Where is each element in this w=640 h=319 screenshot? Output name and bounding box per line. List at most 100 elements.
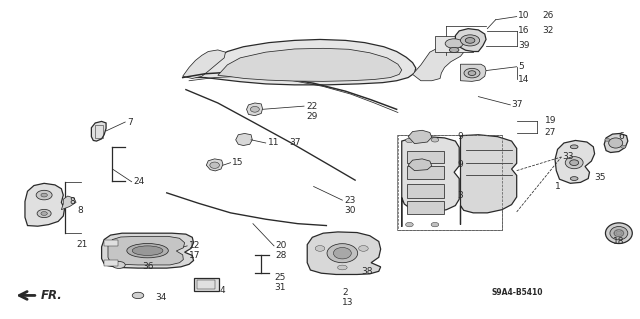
Ellipse shape: [316, 246, 324, 251]
Text: 17: 17: [189, 251, 200, 260]
Text: 35: 35: [595, 174, 606, 182]
Text: 11: 11: [268, 138, 279, 147]
Bar: [407, 201, 444, 214]
Ellipse shape: [41, 211, 47, 215]
Text: 25: 25: [274, 272, 285, 281]
Polygon shape: [456, 29, 486, 51]
Ellipse shape: [358, 246, 368, 251]
Ellipse shape: [127, 243, 168, 258]
Polygon shape: [25, 183, 65, 226]
Text: 9: 9: [458, 132, 463, 141]
Polygon shape: [108, 236, 184, 265]
Text: 4: 4: [219, 286, 225, 295]
Bar: [193, 278, 219, 291]
Polygon shape: [307, 232, 381, 274]
Ellipse shape: [431, 137, 439, 142]
Text: 16: 16: [518, 26, 529, 35]
Polygon shape: [218, 48, 402, 81]
Text: 27: 27: [545, 128, 556, 137]
Ellipse shape: [461, 35, 479, 46]
Polygon shape: [408, 159, 432, 171]
Ellipse shape: [449, 48, 459, 52]
Ellipse shape: [570, 160, 579, 166]
Text: 8: 8: [77, 206, 83, 215]
Text: 23: 23: [344, 196, 356, 205]
Text: 34: 34: [156, 293, 166, 302]
Bar: [407, 166, 444, 179]
Ellipse shape: [621, 145, 626, 148]
Text: 28: 28: [275, 251, 287, 260]
Text: 8: 8: [70, 197, 76, 206]
Polygon shape: [413, 45, 466, 81]
Text: 26: 26: [542, 11, 554, 20]
Ellipse shape: [37, 209, 51, 218]
Text: 6: 6: [619, 132, 625, 141]
Ellipse shape: [406, 222, 413, 227]
Bar: [435, 36, 473, 51]
Bar: [407, 184, 444, 197]
Text: S9A4-B5410: S9A4-B5410: [491, 288, 543, 297]
Text: 18: 18: [612, 237, 624, 246]
Text: 13: 13: [342, 298, 354, 307]
Text: 38: 38: [362, 267, 373, 276]
Bar: [397, 135, 502, 230]
Ellipse shape: [210, 162, 220, 168]
Bar: [197, 280, 215, 289]
Polygon shape: [61, 196, 76, 210]
Text: 29: 29: [306, 112, 317, 121]
Text: 30: 30: [344, 206, 356, 215]
Ellipse shape: [570, 177, 578, 181]
Text: 22: 22: [306, 102, 317, 111]
Ellipse shape: [431, 222, 439, 227]
Ellipse shape: [113, 262, 125, 269]
Ellipse shape: [41, 193, 47, 197]
Bar: [95, 125, 103, 138]
Ellipse shape: [333, 248, 351, 259]
Bar: [104, 260, 118, 266]
Polygon shape: [461, 64, 486, 81]
Text: 24: 24: [134, 177, 145, 186]
Text: 7: 7: [127, 117, 133, 127]
Text: 2: 2: [342, 288, 348, 297]
Ellipse shape: [406, 138, 413, 143]
Text: 33: 33: [563, 152, 574, 161]
Text: 32: 32: [542, 26, 554, 35]
Ellipse shape: [250, 107, 259, 112]
Ellipse shape: [132, 292, 144, 299]
Text: 19: 19: [545, 116, 556, 125]
Polygon shape: [92, 122, 106, 141]
Text: 37: 37: [289, 138, 301, 147]
Text: FR.: FR.: [40, 289, 62, 302]
Ellipse shape: [36, 190, 52, 200]
Text: 39: 39: [518, 41, 529, 50]
Text: 10: 10: [518, 11, 529, 20]
Polygon shape: [206, 159, 223, 171]
Text: 15: 15: [232, 158, 243, 167]
Text: 20: 20: [275, 241, 287, 250]
Ellipse shape: [609, 138, 623, 148]
Polygon shape: [402, 137, 460, 227]
Text: 14: 14: [518, 75, 529, 84]
Polygon shape: [236, 133, 252, 145]
Ellipse shape: [605, 138, 610, 141]
Bar: [104, 240, 118, 246]
Ellipse shape: [132, 246, 163, 256]
Text: 37: 37: [511, 100, 523, 109]
Text: 9: 9: [458, 160, 463, 169]
Ellipse shape: [610, 226, 628, 240]
Ellipse shape: [464, 68, 480, 78]
Ellipse shape: [468, 71, 476, 76]
Polygon shape: [461, 135, 516, 225]
Bar: [407, 151, 444, 163]
Text: 3: 3: [458, 190, 463, 200]
Ellipse shape: [445, 39, 463, 48]
Polygon shape: [408, 130, 432, 144]
Ellipse shape: [570, 145, 578, 149]
Ellipse shape: [614, 230, 623, 237]
Text: 36: 36: [143, 262, 154, 271]
Text: 5: 5: [518, 62, 524, 71]
Text: 31: 31: [274, 283, 285, 292]
Text: 1: 1: [555, 182, 561, 191]
Ellipse shape: [327, 244, 358, 263]
Ellipse shape: [465, 38, 475, 43]
